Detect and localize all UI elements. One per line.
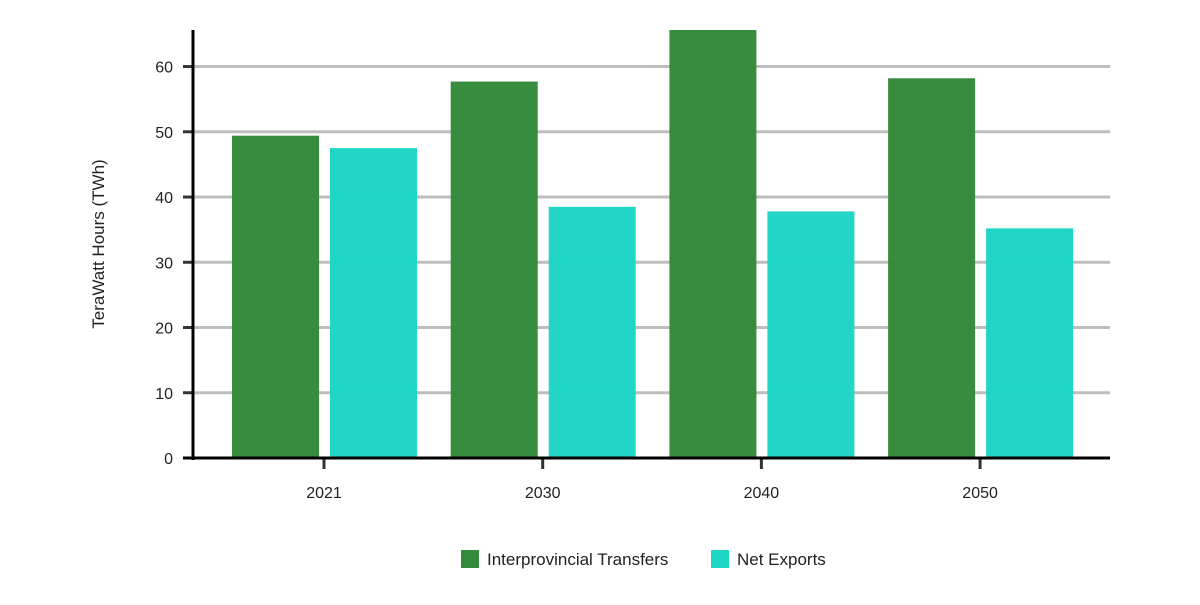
x-tick-label: 2050 (962, 485, 998, 502)
x-tick-label: 2030 (525, 485, 561, 502)
y-tick-label: 40 (155, 190, 173, 207)
bar-interprovincial-transfers-2050 (888, 78, 976, 458)
bar-net-exports-2040 (767, 211, 855, 458)
bar-net-exports-2030 (548, 206, 636, 458)
y-tick-label: 0 (164, 451, 173, 468)
y-tick-label: 10 (155, 386, 173, 403)
legend-swatch (711, 550, 729, 568)
y-tick-label: 50 (155, 125, 173, 142)
legend-swatch (461, 550, 479, 568)
bar-interprovincial-transfers-2030 (450, 81, 538, 458)
bar-interprovincial-transfers-2021 (232, 135, 319, 458)
x-tick-label: 2021 (306, 485, 342, 502)
y-axis-label: TeraWatt Hours (TWh) (89, 159, 108, 328)
bar-net-exports-2050 (986, 228, 1074, 458)
y-tick-label: 30 (155, 255, 173, 272)
x-tick-label: 2040 (744, 485, 780, 502)
y-tick-label: 20 (155, 321, 173, 338)
y-tick-label: 60 (155, 60, 173, 77)
legend-label: Interprovincial Transfers (487, 550, 668, 569)
bar-interprovincial-transfers-2040 (669, 30, 757, 458)
bar-net-exports-2021 (330, 148, 417, 458)
legend-label: Net Exports (737, 550, 826, 569)
